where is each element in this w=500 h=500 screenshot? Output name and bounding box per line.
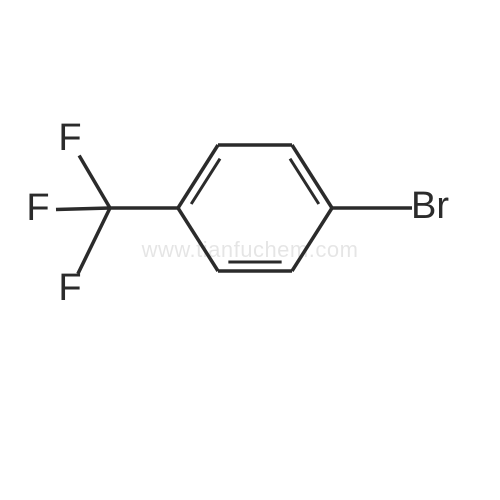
atom-label-f: F	[26, 187, 49, 229]
atom-label-br: Br	[411, 185, 449, 227]
molecule-diagram: FFFBr	[0, 0, 500, 500]
atom-label-f: F	[58, 267, 81, 309]
atom-label-f: F	[58, 117, 81, 159]
